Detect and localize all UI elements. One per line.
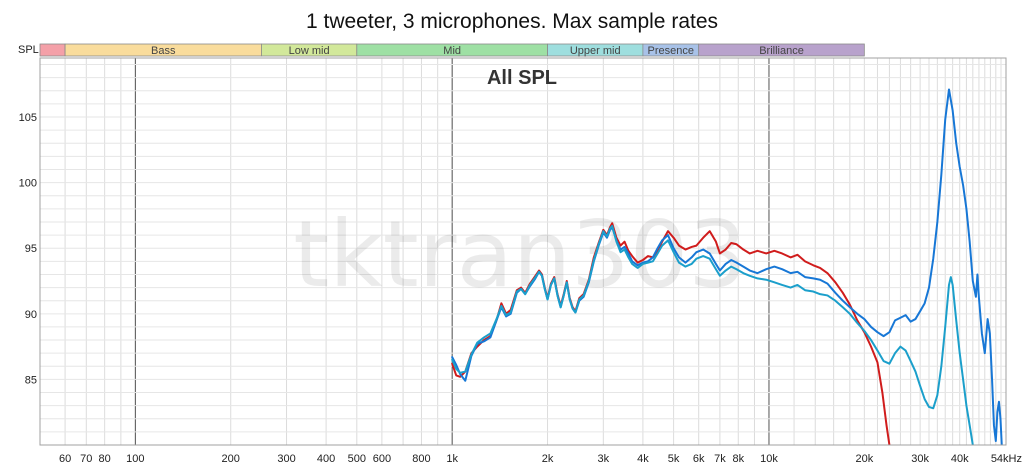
x-tick-label: 7k (714, 453, 726, 465)
series-line-3 (451, 224, 974, 445)
x-tick-label: 8k (732, 453, 744, 465)
plot-frame (39, 57, 1007, 446)
grid (40, 58, 1006, 446)
x-tick-label: 60 (59, 453, 71, 465)
band-label: Presence (648, 45, 694, 57)
x-tick-label: 300 (277, 453, 295, 465)
y-tick-label: 85 (25, 374, 37, 386)
x-tick-label: 2k (542, 453, 554, 465)
x-tick-label: 54kHz (991, 453, 1022, 465)
chart-title: 1 tweeter, 3 microphones. Max sample rat… (306, 10, 718, 33)
x-tick-label: 600 (373, 453, 391, 465)
band-label: Upper mid (570, 45, 621, 57)
x-tick-label: 40k (951, 453, 969, 465)
x-tick-label: 1k (446, 453, 458, 465)
watermark-text: tktran303 (293, 201, 747, 308)
x-tick-label: 30k (911, 453, 929, 465)
x-tick-label: 100 (126, 453, 144, 465)
x-axis-ticks: 60 70 80 100 200 300 400 500 600 800 1k 2k 3k 4k 5k 6k 7… (59, 453, 1022, 465)
x-tick-label: 80 (99, 453, 111, 465)
x-tick-label: 70 (80, 453, 92, 465)
band-label: Mid (443, 45, 461, 57)
series-lines (451, 88, 1003, 445)
band-brilliance (698, 43, 865, 57)
band-label: Bass (151, 45, 176, 57)
band-label: Low mid (289, 45, 330, 57)
band-label: Brilliance (759, 45, 804, 57)
x-tick-label: 800 (412, 453, 430, 465)
x-tick-label: 6k (693, 453, 705, 465)
x-tick-label: 10k (760, 453, 778, 465)
x-tick-label: 500 (348, 453, 366, 465)
x-tick-label: 5k (668, 453, 680, 465)
frequency-bands: Bass Low mid Mid Upper mid Presence Brillianc… (39, 43, 865, 57)
y-axis-label: SPL (18, 44, 39, 56)
y-tick-label: 105 (19, 112, 37, 124)
x-tick-label: 400 (317, 453, 335, 465)
y-tick-label: 90 (25, 309, 37, 321)
band-sub-bass (39, 43, 66, 57)
x-tick-label: 20k (855, 453, 873, 465)
x-tick-label: 200 (222, 453, 240, 465)
x-tick-label: 4k (637, 453, 649, 465)
x-tick-label: 3k (598, 453, 610, 465)
y-tick-label: 95 (25, 243, 37, 255)
chart-subtitle: All SPL (487, 67, 557, 89)
y-tick-label: 100 (19, 178, 37, 190)
y-axis-ticks: 85 90 95 100 105 (19, 112, 37, 386)
